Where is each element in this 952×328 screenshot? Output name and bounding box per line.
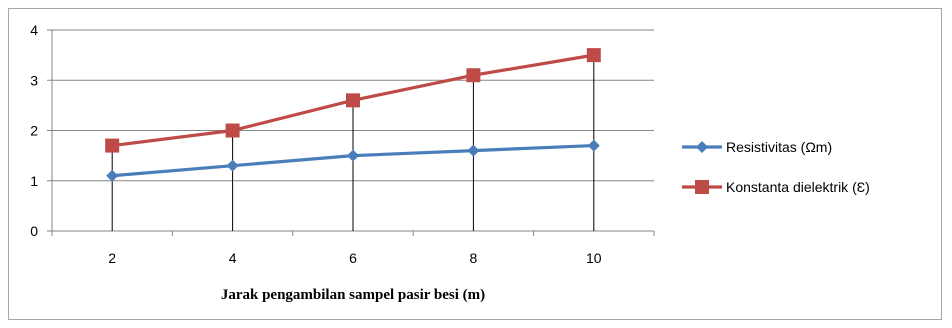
series xyxy=(105,48,601,182)
legend-item-1: Konstanta dielektrik (Ɛ) xyxy=(682,179,870,195)
legend-label: Konstanta dielektrik (Ɛ) xyxy=(726,179,870,195)
series-1-point xyxy=(105,138,120,153)
y-tick-label: 0 xyxy=(30,223,38,239)
series-0-point xyxy=(467,144,480,157)
series-0-point xyxy=(106,169,119,182)
drop-lines xyxy=(111,55,595,231)
y-tick-label: 2 xyxy=(30,123,38,139)
series-1-point xyxy=(346,93,360,108)
legend-label: Resistivitas (Ωm) xyxy=(726,139,832,155)
series-1-point xyxy=(225,123,240,138)
y-tick-label: 4 xyxy=(30,22,38,38)
y-tick-label: 1 xyxy=(30,173,38,189)
series-0-point xyxy=(347,149,359,162)
tick-labels: 0 1 2 3 4 2 4 6 8 10 xyxy=(30,22,602,266)
x-tick-label: 4 xyxy=(229,250,237,266)
series-0-point xyxy=(587,139,600,152)
x-tick-label: 2 xyxy=(108,250,116,266)
x-tick-label: 6 xyxy=(349,250,357,266)
series-1-point xyxy=(586,48,601,63)
y-tick-label: 3 xyxy=(30,72,38,88)
legend-marker xyxy=(696,141,708,153)
x-axis-label: Jarak pengambilan sampel pasir besi (m) xyxy=(221,287,485,303)
x-tick-label: 8 xyxy=(470,250,478,266)
legend: Resistivitas (Ωm) Konstanta dielektrik (Ɛ… xyxy=(682,139,870,195)
chart-frame xyxy=(8,8,942,320)
x-tick-label: 10 xyxy=(586,250,602,266)
legend-item-0: Resistivitas (Ωm) xyxy=(682,139,832,155)
series-0-point xyxy=(226,159,239,172)
legend-marker xyxy=(695,180,709,194)
series-1-point xyxy=(466,68,481,83)
